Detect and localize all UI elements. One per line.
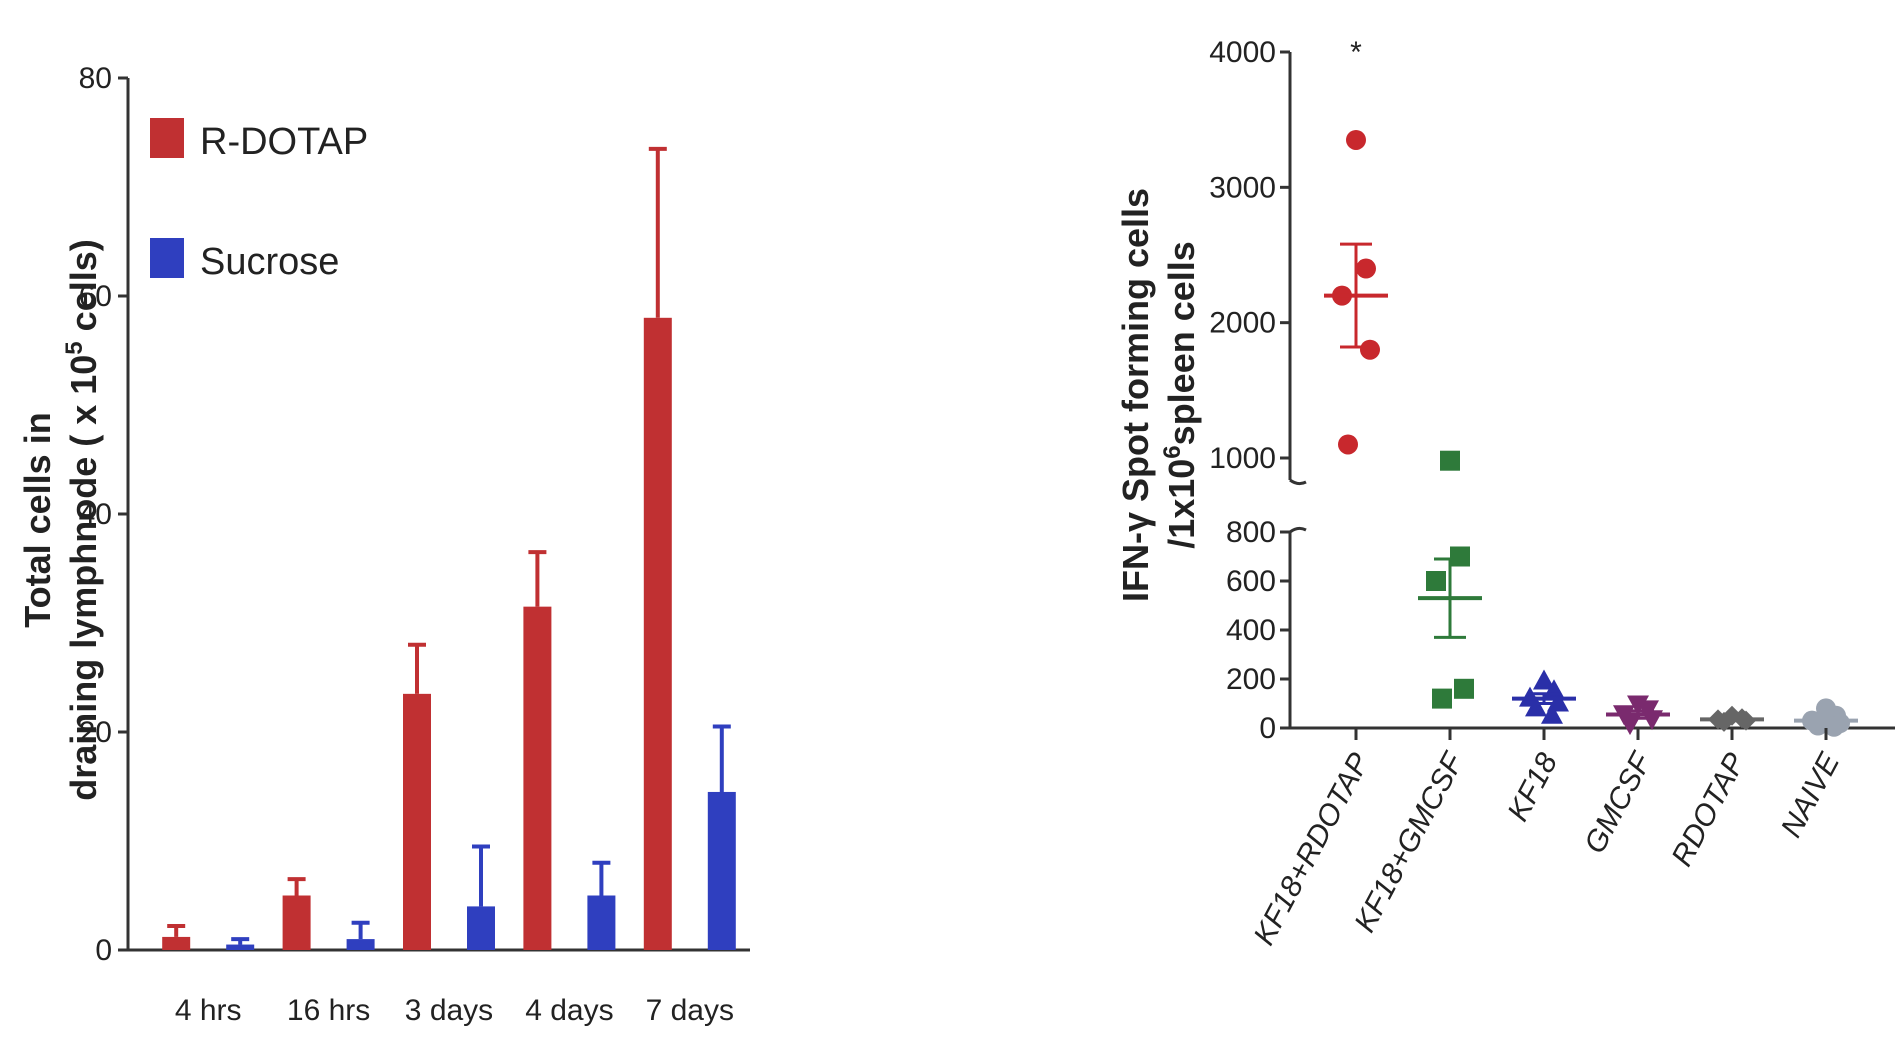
bar-sucrose [226, 944, 255, 950]
y-axis-title-superscript: 6 [1159, 445, 1186, 458]
x-tick-label: 4 hrs [175, 994, 242, 1027]
y-tick-label: 80 [79, 62, 112, 95]
y-tick-label: 0 [95, 934, 112, 967]
y-tick-label: 3000 [1209, 171, 1276, 204]
y-axis-title-line2: draining lymphnode ( x 105 cells) [61, 239, 104, 800]
bar-sucrose [707, 791, 736, 950]
data-point [1619, 715, 1641, 736]
data-point [1541, 703, 1563, 724]
bar-sucrose [467, 906, 495, 950]
y-tick-label: 0 [1259, 712, 1276, 745]
bar-sucrose [346, 939, 375, 950]
y-tick-label: 200 [1226, 663, 1276, 696]
data-point [1525, 696, 1547, 717]
bar-r-dotap [282, 895, 311, 950]
x-tick-label: 16 hrs [287, 994, 370, 1027]
y-tick-label: 1000 [1209, 442, 1276, 475]
bar-r-dotap [162, 936, 191, 950]
x-tick-label: 7 days [646, 994, 734, 1027]
scatter-chart-ifn-gamma: 1000 2000 3000 4000 0 200 400 600 800 IFN-γ Spot … [1115, 36, 1895, 950]
y-axis-title-line1: IFN-γ Spot forming cells [1115, 188, 1156, 602]
y-axis-title-line2: /1x106spleen cells [1159, 241, 1202, 549]
legend-swatch-sucrose [150, 238, 184, 278]
data-point [1346, 129, 1366, 150]
data-point [1426, 571, 1446, 591]
y-tick-label: 400 [1226, 614, 1276, 647]
legend-label: Sucrose [200, 241, 339, 283]
data-point [1356, 258, 1376, 279]
y-tick-label: 40 [79, 498, 112, 531]
y-axis-title-end: cells) [63, 239, 104, 341]
data-point [1338, 434, 1358, 455]
y-axis-title: IFN-γ Spot forming cells/1x106spleen cel… [1115, 188, 1202, 602]
data-point [1432, 688, 1452, 709]
y-axis-title: Total cells in draining lymphnode ( x 105… [17, 239, 104, 800]
x-tick-label: KF18 [1501, 748, 1564, 827]
y-axis-title-superscript: 5 [61, 341, 88, 354]
data-point [1454, 678, 1474, 699]
bar-r-dotap [523, 606, 552, 950]
y-axis-title-end: spleen cells [1161, 241, 1202, 445]
y-tick-label: 600 [1226, 565, 1276, 598]
axis-break-mark [1289, 478, 1307, 486]
x-tick-label: 3 days [405, 994, 493, 1027]
y-tick-label: 4000 [1209, 36, 1276, 69]
data-point [1450, 546, 1470, 567]
legend-swatch-r-dotap [150, 118, 184, 158]
y-axis-title-line1: Total cells in [17, 412, 58, 627]
data-point [1440, 450, 1460, 471]
bar-r-dotap [403, 693, 431, 950]
y-tick-label: 2000 [1209, 307, 1276, 340]
x-tick-label: 4 days [525, 994, 613, 1027]
data-point [1360, 339, 1380, 360]
significance-marker: * [1350, 36, 1362, 69]
y-tick-label: 20 [79, 716, 112, 749]
axis-break-mark [1289, 526, 1307, 534]
y-tick-label: 800 [1226, 516, 1276, 549]
bar-sucrose [587, 895, 616, 950]
x-tick-label: GMCSF [1578, 746, 1659, 859]
y-tick-label: 60 [79, 280, 112, 313]
bar-chart-cell-counts: 0 20 40 60 80 Total cells in draining lymphnod… [17, 62, 750, 1027]
x-tick-label: NAIVE [1775, 747, 1847, 843]
data-point [1533, 669, 1555, 690]
x-tick-label: RDOTAP [1665, 748, 1752, 872]
legend-label: R-DOTAP [200, 121, 368, 163]
bar-r-dotap [643, 317, 672, 950]
